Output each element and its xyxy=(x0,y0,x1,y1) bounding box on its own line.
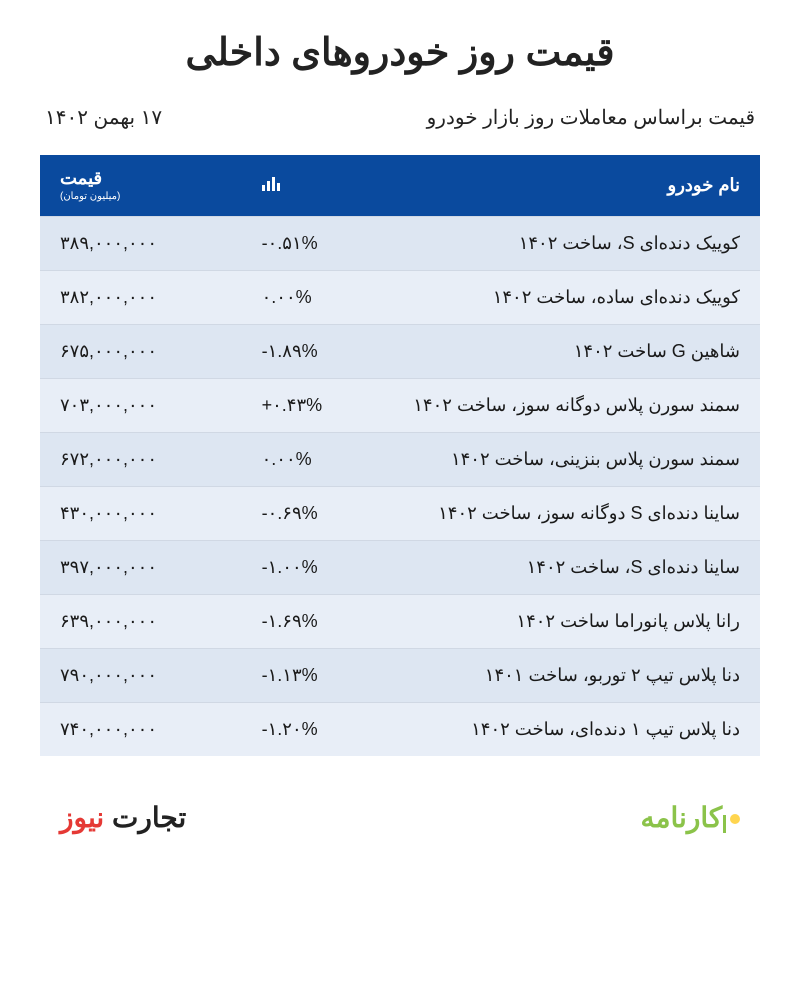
table-row: ساینا دنده‌ای S، ساخت ۱۴۰۲-۱.۰۰%۳۹۷,۰۰۰,… xyxy=(40,540,760,594)
cell-change: ۰.۰۰% xyxy=(242,270,386,324)
cell-car-name: سمند سورن پلاس بنزینی، ساخت ۱۴۰۲ xyxy=(386,432,760,486)
cell-change: -۱.۸۹% xyxy=(242,324,386,378)
table-row: دنا پلاس تیپ ۲ توربو، ساخت ۱۴۰۱-۱.۱۳%۷۹۰… xyxy=(40,648,760,702)
header-price: قیمت (میلیون تومان) xyxy=(40,155,242,216)
page-title: قیمت روز خودروهای داخلی xyxy=(40,30,760,75)
header-change xyxy=(242,155,386,216)
brand-tejarat-part1: تجارت xyxy=(112,802,186,833)
cell-price: ۳۹۷,۰۰۰,۰۰۰ xyxy=(40,540,242,594)
table-row: کوییک دنده‌ای ساده، ساخت ۱۴۰۲۰.۰۰%۳۸۲,۰۰… xyxy=(40,270,760,324)
cell-price: ۶۳۹,۰۰۰,۰۰۰ xyxy=(40,594,242,648)
karnameh-dot-icon xyxy=(730,814,740,824)
cell-change: -۱.۲۰% xyxy=(242,702,386,756)
table-row: سمند سورن پلاس بنزینی، ساخت ۱۴۰۲۰.۰۰%۶۷۲… xyxy=(40,432,760,486)
cell-change: -۱.۶۹% xyxy=(242,594,386,648)
footer: کارنامه تجارت نیوز xyxy=(0,776,800,849)
price-table: نام خودرو قیمت (میلیون تومان) xyxy=(40,155,760,756)
brand-tejarat-part2: نیوز xyxy=(60,802,112,833)
cell-car-name: دنا پلاس تیپ ۱ دنده‌ای، ساخت ۱۴۰۲ xyxy=(386,702,760,756)
table-header: نام خودرو قیمت (میلیون تومان) xyxy=(40,155,760,216)
cell-change: -۱.۱۳% xyxy=(242,648,386,702)
cell-car-name: دنا پلاس تیپ ۲ توربو، ساخت ۱۴۰۱ xyxy=(386,648,760,702)
table-row: ساینا دنده‌ای S دوگانه سوز، ساخت ۱۴۰۲-۰.… xyxy=(40,486,760,540)
subtitle: قیمت براساس معاملات روز بازار خودرو xyxy=(427,105,755,130)
cell-change: ۰.۰۰% xyxy=(242,432,386,486)
cell-change: -۰.۵۱% xyxy=(242,216,386,270)
header-price-unit: (میلیون تومان) xyxy=(60,191,222,202)
cell-car-name: ساینا دنده‌ای S دوگانه سوز، ساخت ۱۴۰۲ xyxy=(386,486,760,540)
cell-car-name: کوییک دنده‌ای S، ساخت ۱۴۰۲ xyxy=(386,216,760,270)
cell-price: ۳۸۹,۰۰۰,۰۰۰ xyxy=(40,216,242,270)
table-body: کوییک دنده‌ای S، ساخت ۱۴۰۲-۰.۵۱%۳۸۹,۰۰۰,… xyxy=(40,216,760,756)
cell-price: ۷۹۰,۰۰۰,۰۰۰ xyxy=(40,648,242,702)
brand-karnameh: کارنامه xyxy=(641,801,741,834)
table-row: کوییک دنده‌ای S، ساخت ۱۴۰۲-۰.۵۱%۳۸۹,۰۰۰,… xyxy=(40,216,760,270)
cell-car-name: ساینا دنده‌ای S، ساخت ۱۴۰۲ xyxy=(386,540,760,594)
cell-change: -۱.۰۰% xyxy=(242,540,386,594)
table-row: رانا پلاس پانوراما ساخت ۱۴۰۲-۱.۶۹%۶۳۹,۰۰… xyxy=(40,594,760,648)
cell-car-name: شاهین G ساخت ۱۴۰۲ xyxy=(386,324,760,378)
header-name: نام خودرو xyxy=(386,155,760,216)
cell-car-name: کوییک دنده‌ای ساده، ساخت ۱۴۰۲ xyxy=(386,270,760,324)
cell-car-name: سمند سورن پلاس دوگانه سوز، ساخت ۱۴۰۲ xyxy=(386,378,760,432)
cell-price: ۳۸۲,۰۰۰,۰۰۰ xyxy=(40,270,242,324)
cell-price: ۴۳۰,۰۰۰,۰۰۰ xyxy=(40,486,242,540)
karnameh-stem-icon xyxy=(723,815,726,833)
subtitle-row: قیمت براساس معاملات روز بازار خودرو ۱۷ ب… xyxy=(40,105,760,130)
cell-change: -۰.۶۹% xyxy=(242,486,386,540)
cell-price: ۶۷۲,۰۰۰,۰۰۰ xyxy=(40,432,242,486)
cell-price: ۷۴۰,۰۰۰,۰۰۰ xyxy=(40,702,242,756)
cell-change: +۰.۴۳% xyxy=(242,378,386,432)
table-row: سمند سورن پلاس دوگانه سوز، ساخت ۱۴۰۲+۰.۴… xyxy=(40,378,760,432)
cell-price: ۶۷۵,۰۰۰,۰۰۰ xyxy=(40,324,242,378)
cell-price: ۷۰۳,۰۰۰,۰۰۰ xyxy=(40,378,242,432)
chart-icon xyxy=(262,175,280,196)
table-row: دنا پلاس تیپ ۱ دنده‌ای، ساخت ۱۴۰۲-۱.۲۰%۷… xyxy=(40,702,760,756)
header-price-label: قیمت xyxy=(60,168,102,188)
page-container: قیمت روز خودروهای داخلی قیمت براساس معام… xyxy=(0,0,800,776)
table-row: شاهین G ساخت ۱۴۰۲-۱.۸۹%۶۷۵,۰۰۰,۰۰۰ xyxy=(40,324,760,378)
brand-karnameh-text: کارنامه xyxy=(641,802,723,833)
brand-tejarat: تجارت نیوز xyxy=(60,801,186,834)
cell-car-name: رانا پلاس پانوراما ساخت ۱۴۰۲ xyxy=(386,594,760,648)
date: ۱۷ بهمن ۱۴۰۲ xyxy=(45,105,162,130)
